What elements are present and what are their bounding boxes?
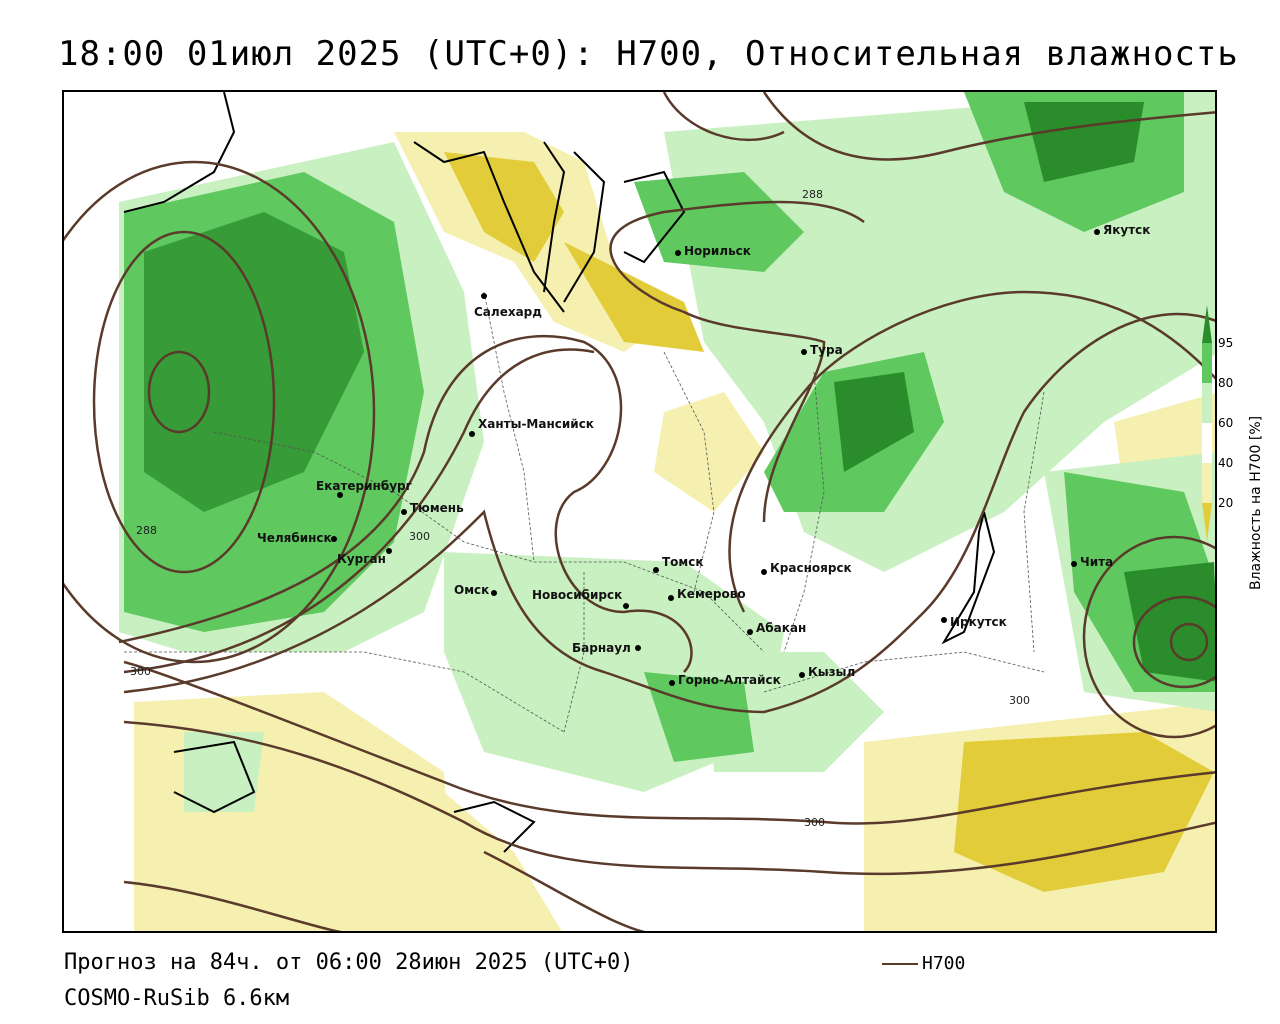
city-yakutsk: Якутск <box>1094 223 1150 237</box>
colorbar-label: Влажность на H700 [%] <box>1248 416 1264 590</box>
humidity-colorbar: 95 80 60 40 20 Влажность на H700 [%] <box>1202 305 1264 590</box>
city-irkutsk: Иркутск <box>941 615 1007 629</box>
city-abakan: Абакан <box>747 621 806 635</box>
svg-text:Абакан: Абакан <box>756 621 806 635</box>
contour-label: 300 <box>1009 694 1030 707</box>
contour-label: 300 <box>804 816 825 829</box>
colorbar-80-band <box>1202 343 1212 383</box>
city-kemerovo: Кемерово <box>668 587 746 601</box>
contour-label: 300 <box>130 665 151 678</box>
svg-text:Тура: Тура <box>810 343 843 357</box>
map-canvas: 288 288 300 300 300 300 Норильск Якутск … <box>64 92 1215 931</box>
city-tura: Тура <box>801 343 843 357</box>
cities: Норильск Якутск Салехард Тура Ханты-Манс… <box>257 223 1150 687</box>
svg-text:Тюмень: Тюмень <box>410 501 464 515</box>
city-norilsk: Норильск <box>675 244 751 258</box>
colorbar-40-band <box>1202 423 1212 463</box>
city-chelyabinsk: Челябинск <box>257 531 337 545</box>
map-area: 288 288 300 300 300 300 Норильск Якутск … <box>62 90 1217 933</box>
city-krasnoyarsk: Красноярск <box>761 561 852 575</box>
svg-text:Челябинск: Челябинск <box>257 531 332 545</box>
colorbar-tick: 20 <box>1218 496 1233 510</box>
colorbar-bottom-arrow <box>1202 503 1212 541</box>
colorbar-top-arrow <box>1202 305 1212 343</box>
svg-text:Барнаул: Барнаул <box>572 641 631 655</box>
contour-label: 288 <box>136 524 157 537</box>
city-barnaul: Барнаул <box>572 641 641 655</box>
city-chita: Чита <box>1071 555 1113 569</box>
h700-legend-line <box>882 963 918 965</box>
contour-label: 288 <box>802 188 823 201</box>
admin-borders <box>124 291 1045 733</box>
svg-text:Салехард: Салехард <box>474 305 542 319</box>
colorbar-tick: 80 <box>1218 376 1233 390</box>
svg-text:Омск: Омск <box>454 583 489 597</box>
h700-legend-label: H700 <box>922 953 966 974</box>
svg-text:Екатеринбург: Екатеринбург <box>316 479 412 493</box>
svg-text:Красноярск: Красноярск <box>770 561 852 575</box>
forecast-info: Прогноз на 84ч. от 06:00 28июн 2025 (UTC… <box>64 950 634 975</box>
city-salekhard: Салехард <box>474 293 542 319</box>
svg-text:Томск: Томск <box>662 555 704 569</box>
map-title: 18:00 01июл 2025 (UTC+0): H700, Относите… <box>58 34 1239 74</box>
svg-text:Кызыл: Кызыл <box>808 665 855 679</box>
contour-label: 300 <box>409 530 430 543</box>
svg-text:Ханты-Мансийск: Ханты-Мансийск <box>478 417 594 431</box>
colorbar-tick: 95 <box>1218 336 1233 350</box>
colorbar-60-band <box>1202 383 1212 423</box>
city-gorno-altaysk: Горно-Алтайск <box>669 673 781 687</box>
svg-text:Курган: Курган <box>337 552 386 566</box>
svg-text:Норильск: Норильск <box>684 244 751 258</box>
colorbar-tick: 60 <box>1218 416 1233 430</box>
contour-labels: 288 288 300 300 300 300 <box>130 188 1030 829</box>
svg-text:Чита: Чита <box>1080 555 1113 569</box>
city-tyumen: Тюмень <box>401 501 464 515</box>
city-kurgan: Курган <box>337 548 392 566</box>
coastlines <box>123 92 996 853</box>
model-info: COSMO-RuSib 6.6км <box>64 986 290 1011</box>
svg-text:Якутск: Якутск <box>1103 223 1150 237</box>
city-novosibirsk: Новосибирск <box>532 588 629 609</box>
svg-text:Новосибирск: Новосибирск <box>532 588 622 602</box>
city-khanty-mansiysk: Ханты-Мансийск <box>469 417 594 437</box>
city-yekaterinburg: Екатеринбург <box>316 479 412 498</box>
h700-contours <box>64 92 1215 931</box>
colorbar-tick: 40 <box>1218 456 1233 470</box>
colorbar-20-band <box>1202 463 1212 503</box>
city-tomsk: Томск <box>653 555 704 573</box>
svg-text:Горно-Алтайск: Горно-Алтайск <box>678 673 781 687</box>
city-kyzyl: Кызыл <box>799 665 855 679</box>
city-omsk: Омск <box>454 583 497 597</box>
svg-text:Кемерово: Кемерово <box>677 587 746 601</box>
svg-text:Иркутск: Иркутск <box>950 615 1007 629</box>
